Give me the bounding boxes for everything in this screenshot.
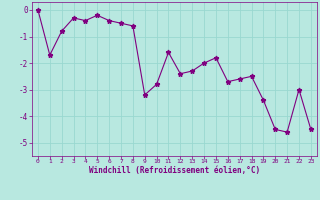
X-axis label: Windchill (Refroidissement éolien,°C): Windchill (Refroidissement éolien,°C) (89, 166, 260, 175)
